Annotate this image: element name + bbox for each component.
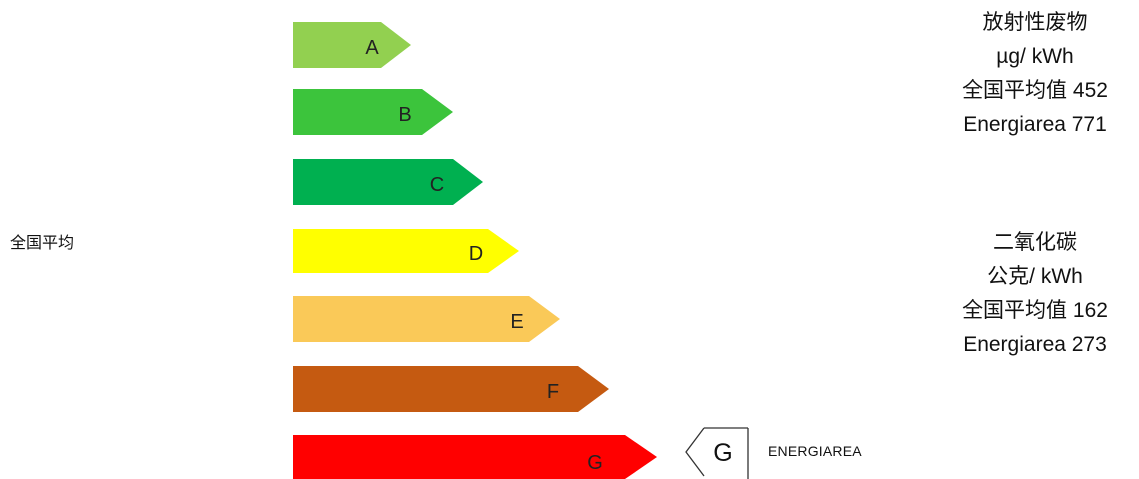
co2-national-avg: 全国平均值 162 [962,299,1108,322]
class-bar-f-letter: F [547,381,559,403]
marker-outline [685,427,705,477]
class-bar-a-letter: A [365,37,379,59]
energy-class-scale: A B C D E F G [293,22,657,479]
class-bar-b: B [293,89,453,135]
class-bar-d-letter: D [469,243,483,265]
class-bar-c-shape [293,159,483,205]
radioactive-waste-national-avg: 全国平均值 452 [962,79,1108,102]
class-bar-b-shape [293,89,453,135]
class-bar-c-letter: C [430,174,444,196]
co2-energiarea: Energiarea 273 [963,333,1107,356]
class-bar-e-shape [293,296,560,342]
class-bar-b-letter: B [398,104,411,126]
co2-title: 二氧化碳 [993,231,1077,254]
class-bar-g-letter: G [587,452,603,474]
class-bar-f: F [293,366,609,412]
class-bar-a-shape [293,22,411,68]
marker-letter: G [713,439,732,467]
class-bar-e: E [293,296,560,342]
radioactive-waste-title: 放射性废物 [982,11,1088,34]
class-bar-e-letter: E [510,311,523,333]
class-bar-a: A [293,22,411,68]
energiarea-caption: ENERGIAREA [768,443,862,459]
class-bar-d: D [293,229,519,273]
radioactive-waste-info: 放射性废物 µg/ kWh 全国平均值 452 Energiarea 771 [920,6,1139,142]
class-bar-g: G [293,435,657,479]
class-bar-d-shape [293,229,519,273]
national-average-label: 全国平均 [10,235,75,252]
radioactive-waste-energiarea: Energiarea 771 [963,113,1107,136]
radioactive-waste-unit: µg/ kWh [996,45,1074,68]
class-bar-g-shape [293,435,657,479]
co2-info: 二氧化碳 公克/ kWh 全国平均值 162 Energiarea 273 [920,226,1139,362]
class-bar-c: C [293,159,483,205]
class-bar-f-shape [293,366,609,412]
co2-unit: 公克/ kWh [987,265,1083,288]
energiarea-class-marker: G [685,427,749,479]
